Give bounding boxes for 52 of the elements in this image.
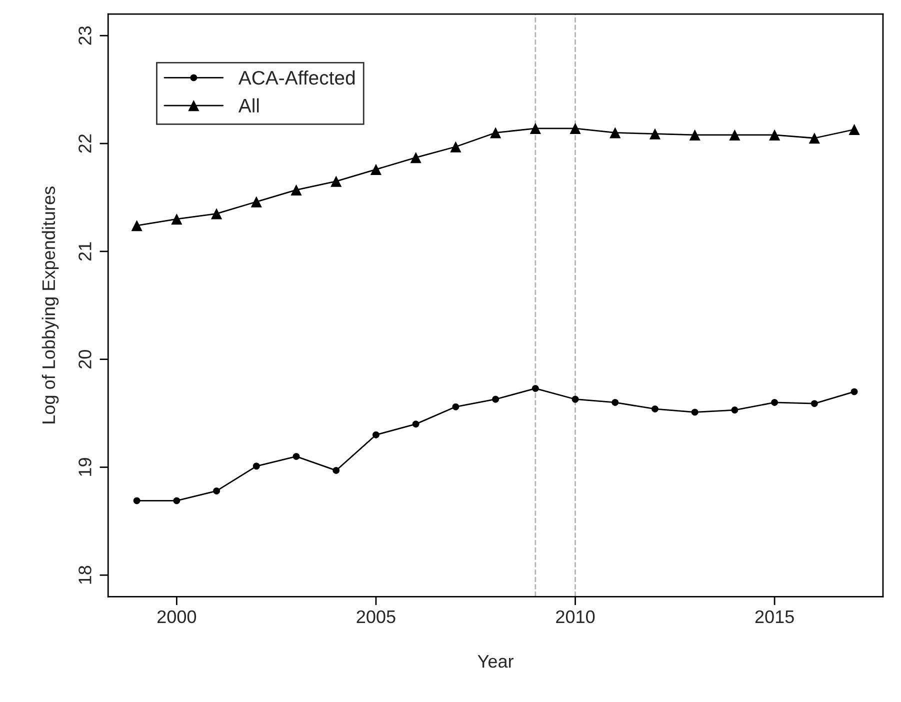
y-tick-label: 22 <box>78 134 92 153</box>
point <box>649 128 661 140</box>
x-axis-title: Year <box>478 655 514 668</box>
y-tick-label: 21 <box>78 242 92 261</box>
y-tick-label: 20 <box>78 350 92 368</box>
point <box>570 122 581 134</box>
point <box>330 176 342 187</box>
point <box>689 129 700 140</box>
x-tick-label: 2000 <box>158 610 196 624</box>
point <box>572 396 579 403</box>
point <box>492 396 500 403</box>
y-tick-label: 19 <box>78 458 92 476</box>
point <box>370 164 382 175</box>
point <box>771 399 778 406</box>
point <box>490 127 502 138</box>
point <box>173 497 180 504</box>
point <box>332 466 340 474</box>
point <box>410 152 422 164</box>
x-tick-label: 2015 <box>755 610 794 624</box>
point <box>213 487 220 494</box>
legend-label: ACA-Affected <box>238 70 355 85</box>
point <box>612 399 619 406</box>
point <box>850 388 858 396</box>
point <box>171 213 182 225</box>
point <box>530 122 541 134</box>
point <box>532 384 539 392</box>
point <box>848 124 860 136</box>
point <box>133 497 140 504</box>
point <box>252 462 260 470</box>
point <box>412 420 420 428</box>
y-axis-title: Log of Lobbying Expenditures <box>42 186 59 424</box>
point <box>729 129 740 140</box>
legend-label: All <box>238 98 259 112</box>
point <box>808 132 820 144</box>
point <box>652 405 658 412</box>
y-tick-label: 23 <box>78 26 92 45</box>
point <box>131 220 142 232</box>
point <box>769 129 780 140</box>
point <box>691 408 698 416</box>
point <box>292 452 300 460</box>
point <box>372 431 380 438</box>
point <box>250 196 262 208</box>
x-tick-label: 2005 <box>356 610 396 624</box>
point <box>731 406 738 414</box>
point <box>610 127 621 138</box>
point <box>452 403 460 410</box>
x-tick-label: 2010 <box>556 610 595 624</box>
point <box>450 141 462 152</box>
point <box>810 400 818 408</box>
point <box>210 208 222 220</box>
y-tick-label: 18 <box>78 566 92 584</box>
point <box>290 184 302 196</box>
